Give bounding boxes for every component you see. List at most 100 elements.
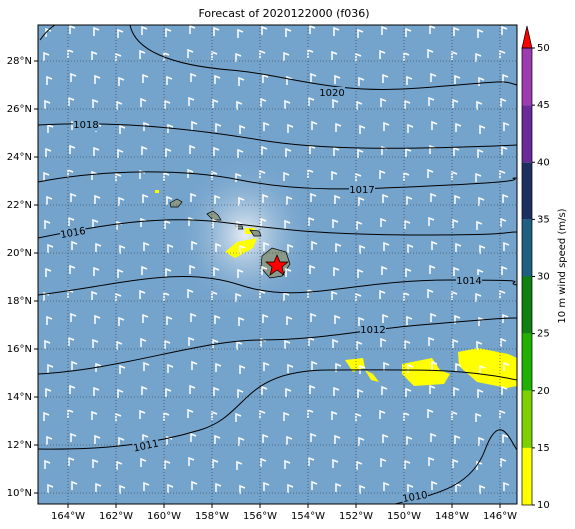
colorbar-band [522, 48, 532, 106]
wind-barb [382, 313, 389, 323]
wind-barb [140, 337, 147, 347]
wind-barb [239, 364, 246, 374]
wind-barb [188, 336, 195, 346]
wind-barb [260, 217, 267, 227]
wind-barb [188, 216, 195, 226]
wind-barb [407, 243, 414, 253]
wind-barb [259, 49, 266, 59]
map-area: 1020 1018 1017 1016 1014 1012 1011 1010 [38, 25, 517, 504]
colorbar-band [522, 219, 532, 277]
wind-barb [499, 49, 506, 59]
wind-barb [187, 168, 194, 178]
wind-barb [47, 243, 54, 253]
wind-barb [141, 385, 148, 395]
lat-label: 26°N [7, 104, 32, 115]
wind-barb [259, 169, 266, 179]
wind-barb [285, 267, 292, 277]
wind-barb [310, 192, 317, 202]
wind-barb [191, 240, 198, 250]
wind-barb [142, 193, 149, 203]
wind-barb [95, 242, 102, 252]
wind-barb [381, 25, 388, 35]
wind-barb [284, 99, 291, 109]
wind-barb [287, 243, 294, 253]
wind-barb [429, 384, 436, 394]
wind-barb [475, 172, 482, 182]
isobar-labels: 1020 1018 1017 1016 1014 1012 1011 1010 [59, 87, 482, 504]
wind-barb [215, 482, 222, 492]
wind-barb [263, 121, 270, 131]
wind-barb [119, 244, 126, 254]
colorbar-tick-label: 10 [537, 500, 550, 511]
wind-barb [215, 122, 222, 132]
isobar-label: 1018 [73, 120, 98, 131]
wind-barb [356, 100, 363, 110]
wind-barb [238, 436, 245, 446]
wind-barb [335, 482, 342, 492]
wind-barb [284, 339, 291, 349]
wind-barb [69, 384, 76, 394]
wind-barb [287, 483, 294, 493]
wind-barb [406, 315, 413, 325]
wind-barb [68, 336, 75, 346]
colorbar-tick-label: 45 [537, 100, 550, 111]
wind-barb [331, 290, 338, 300]
colorbar-tick-label: 35 [537, 214, 550, 225]
wind-barb [189, 144, 196, 154]
wind-barb [358, 436, 365, 446]
colorbar-band [522, 447, 532, 505]
wind-barb [187, 408, 194, 418]
wind-barb [479, 364, 486, 374]
wind-barb [334, 74, 341, 84]
wind-barb [118, 436, 125, 446]
wind-barb [166, 435, 173, 445]
wind-barb [476, 340, 483, 350]
wind-barb [213, 26, 220, 36]
colorbar-tick-label: 20 [537, 386, 550, 397]
wind-barb [239, 124, 246, 134]
wind-barb [213, 146, 220, 156]
wind-barb [117, 28, 124, 38]
wind-barb [236, 460, 243, 470]
wind-barb [143, 241, 150, 251]
wind-barb [262, 73, 269, 83]
lon-label: 156°W [243, 511, 277, 522]
wind-barb [71, 480, 78, 490]
wind-barb [239, 244, 246, 254]
wind-barb [503, 481, 510, 491]
wind-barb [141, 25, 148, 35]
lon-label: 148°W [435, 511, 469, 522]
wind-barb [379, 409, 386, 419]
wind-barb [332, 218, 339, 228]
wind-barb [46, 195, 53, 205]
wind-barb [188, 96, 195, 106]
wind-barb [140, 457, 147, 467]
isobar-label-bg [132, 437, 160, 455]
wind-barb [479, 124, 486, 134]
wind-barb [358, 196, 365, 206]
wind-barb [357, 28, 364, 38]
isobar [38, 219, 517, 239]
wind-barb [261, 25, 268, 35]
wind-barb [140, 97, 147, 107]
wind-barb [95, 362, 102, 372]
wind-barb [94, 434, 101, 444]
wind-barb [139, 409, 146, 419]
wind-barb [93, 26, 100, 36]
wind-barb [115, 52, 122, 62]
lon-label: 154°W [291, 511, 325, 522]
wind-barb [187, 288, 194, 298]
wind-barb [308, 456, 315, 466]
wind-barb [454, 194, 461, 204]
wind-barb [311, 240, 318, 250]
colorbar-extend [521, 25, 533, 49]
isobar [38, 171, 517, 190]
wind-barb [502, 73, 509, 83]
wind-barb [355, 292, 362, 302]
isobar-label: 1011 [133, 438, 160, 454]
wind-barb [428, 96, 435, 106]
lat-label: 20°N [7, 248, 32, 259]
wind-barb [167, 243, 174, 253]
lat-label: 14°N [7, 392, 32, 403]
wind-barb [427, 408, 434, 418]
